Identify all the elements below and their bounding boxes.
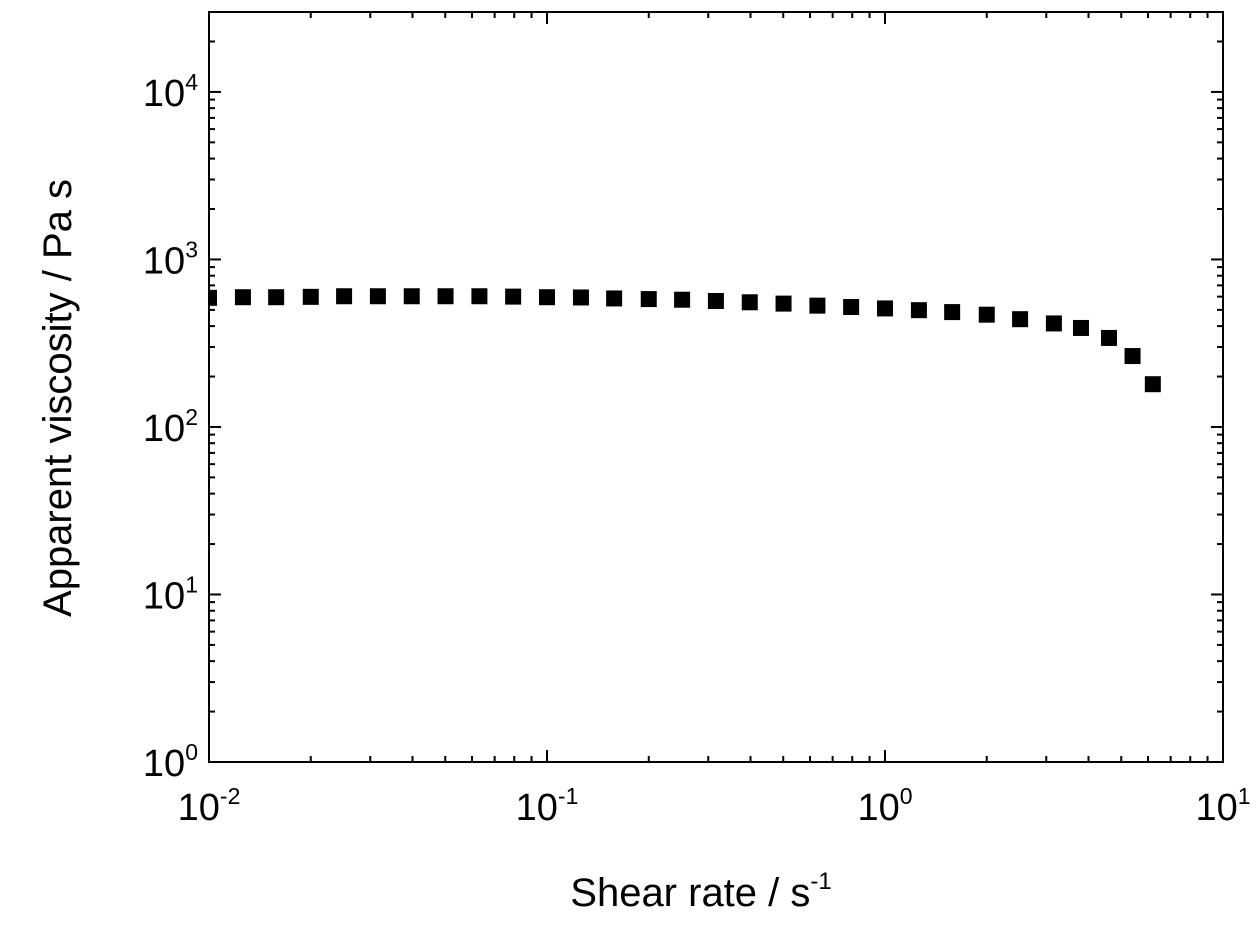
data-point <box>843 299 860 316</box>
y-tick-label-base: 10 <box>143 240 185 282</box>
data-point <box>302 288 319 305</box>
data-point <box>1045 315 1062 332</box>
x-tick-label: 10-2 <box>178 783 241 829</box>
y-tick-label: 102 <box>143 404 198 450</box>
y-axis-minor-ticks <box>209 11 1223 713</box>
data-point <box>1072 319 1089 336</box>
x-tick-label-exponent: -2 <box>220 783 240 809</box>
x-tick-label-base: 10 <box>1195 787 1237 829</box>
data-point <box>944 304 961 321</box>
plot-frame <box>208 11 1224 763</box>
y-tick-label: 100 <box>143 739 198 785</box>
x-axis-title-text: Shear rate / s <box>570 871 810 915</box>
data-point <box>606 290 623 307</box>
y-tick-label-base: 10 <box>143 743 185 785</box>
x-tick-label-base: 10 <box>857 787 899 829</box>
y-tick-label-exponent: 0 <box>185 739 198 765</box>
data-series <box>209 288 1161 393</box>
data-point <box>403 288 420 305</box>
data-point <box>268 289 285 306</box>
data-point <box>572 289 589 306</box>
data-point <box>234 289 251 306</box>
y-tick-label-exponent: 4 <box>185 69 198 95</box>
x-tick-label-base: 10 <box>516 787 558 829</box>
data-point <box>1124 348 1141 365</box>
data-point <box>877 300 893 317</box>
data-point <box>1012 311 1029 328</box>
x-tick-label-base: 10 <box>178 787 220 829</box>
x-tick-label: 101 <box>1195 783 1250 829</box>
y-tick-label-base: 10 <box>143 408 185 450</box>
x-tick-label-exponent: 0 <box>900 783 913 809</box>
x-tick-label-exponent: -1 <box>558 783 578 809</box>
y-tick-label-exponent: 1 <box>185 571 198 597</box>
data-point <box>741 294 758 311</box>
data-point <box>707 292 724 309</box>
y-tick-label: 104 <box>143 69 198 115</box>
y-tick-label-base: 10 <box>143 73 185 115</box>
data-point <box>505 288 522 305</box>
x-tick-label-exponent: 1 <box>1238 783 1251 809</box>
x-axis-major-ticks <box>208 12 1224 762</box>
data-point <box>910 302 927 319</box>
data-point <box>471 288 488 305</box>
x-axis-tick-labels: 10-2 10-1 100 101 <box>178 783 1251 829</box>
y-axis-major-ticks <box>209 90 1223 763</box>
data-point <box>1144 376 1161 393</box>
y-tick-label-exponent: 2 <box>185 404 198 430</box>
y-tick-label: 101 <box>143 571 198 617</box>
data-point <box>674 291 691 308</box>
x-axis-minor-ticks <box>309 12 1209 762</box>
data-point <box>437 288 454 305</box>
y-tick-label: 103 <box>143 236 198 282</box>
x-tick-label: 10-1 <box>516 783 579 829</box>
y-axis-title: Apparent viscosity / Pa s <box>36 179 80 617</box>
data-point <box>640 291 657 308</box>
data-point <box>809 297 826 314</box>
y-tick-label-base: 10 <box>143 575 185 617</box>
data-point <box>1101 329 1118 346</box>
data-point <box>775 295 792 312</box>
data-point <box>336 288 353 305</box>
x-axis-title-superscript: -1 <box>810 868 831 895</box>
data-point <box>539 289 555 306</box>
y-tick-label-exponent: 3 <box>185 236 198 262</box>
x-axis-title: Shear rate / s-1 <box>570 868 831 915</box>
data-point <box>978 306 995 323</box>
x-tick-label: 100 <box>857 783 912 829</box>
data-point <box>209 289 217 306</box>
data-point <box>369 288 386 305</box>
